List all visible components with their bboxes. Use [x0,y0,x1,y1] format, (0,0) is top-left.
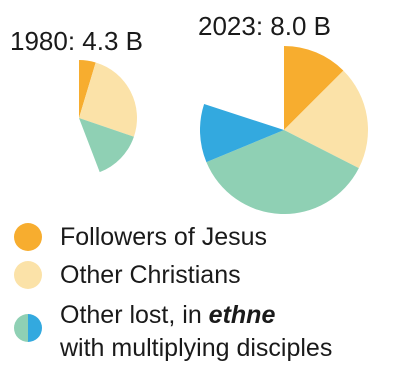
pie-slice-2023-other-lost [206,130,359,214]
pie-charts: 1980: 4.3 B 2023: 8.0 B [10,11,369,214]
legend-label-other-lost: Other lost, in ethne [60,300,275,331]
pie-slice-1980-other-lost [79,118,134,173]
legend-label-other-lost-prefix: Other lost, in [60,301,209,329]
legend-label-followers: Followers of Jesus [60,223,268,251]
pie-2023 [199,46,369,214]
pie-slice-1980-other-christians [79,62,137,137]
legend-label-ethne: ethne [208,301,276,329]
legend-swatch-followers [14,223,42,251]
legend-label-other-christians: Other Christians [60,261,241,289]
pie-title-1980: 1980: 4.3 B [10,26,143,56]
pie-slice-2023-followers [284,46,344,130]
legend-label-other-lost-line2: with multiplying disciples [60,334,333,362]
pie-slice-2023-other-christians [284,70,369,169]
pie-slice-1980-followers [79,60,96,118]
legend-swatch-other-lost [14,314,42,342]
pie-slice-2023-multiplying [199,104,284,163]
pie-1980 [79,60,137,173]
legend-swatch-other-christians [14,261,42,289]
pie-title-2023: 2023: 8.0 B [198,11,331,41]
